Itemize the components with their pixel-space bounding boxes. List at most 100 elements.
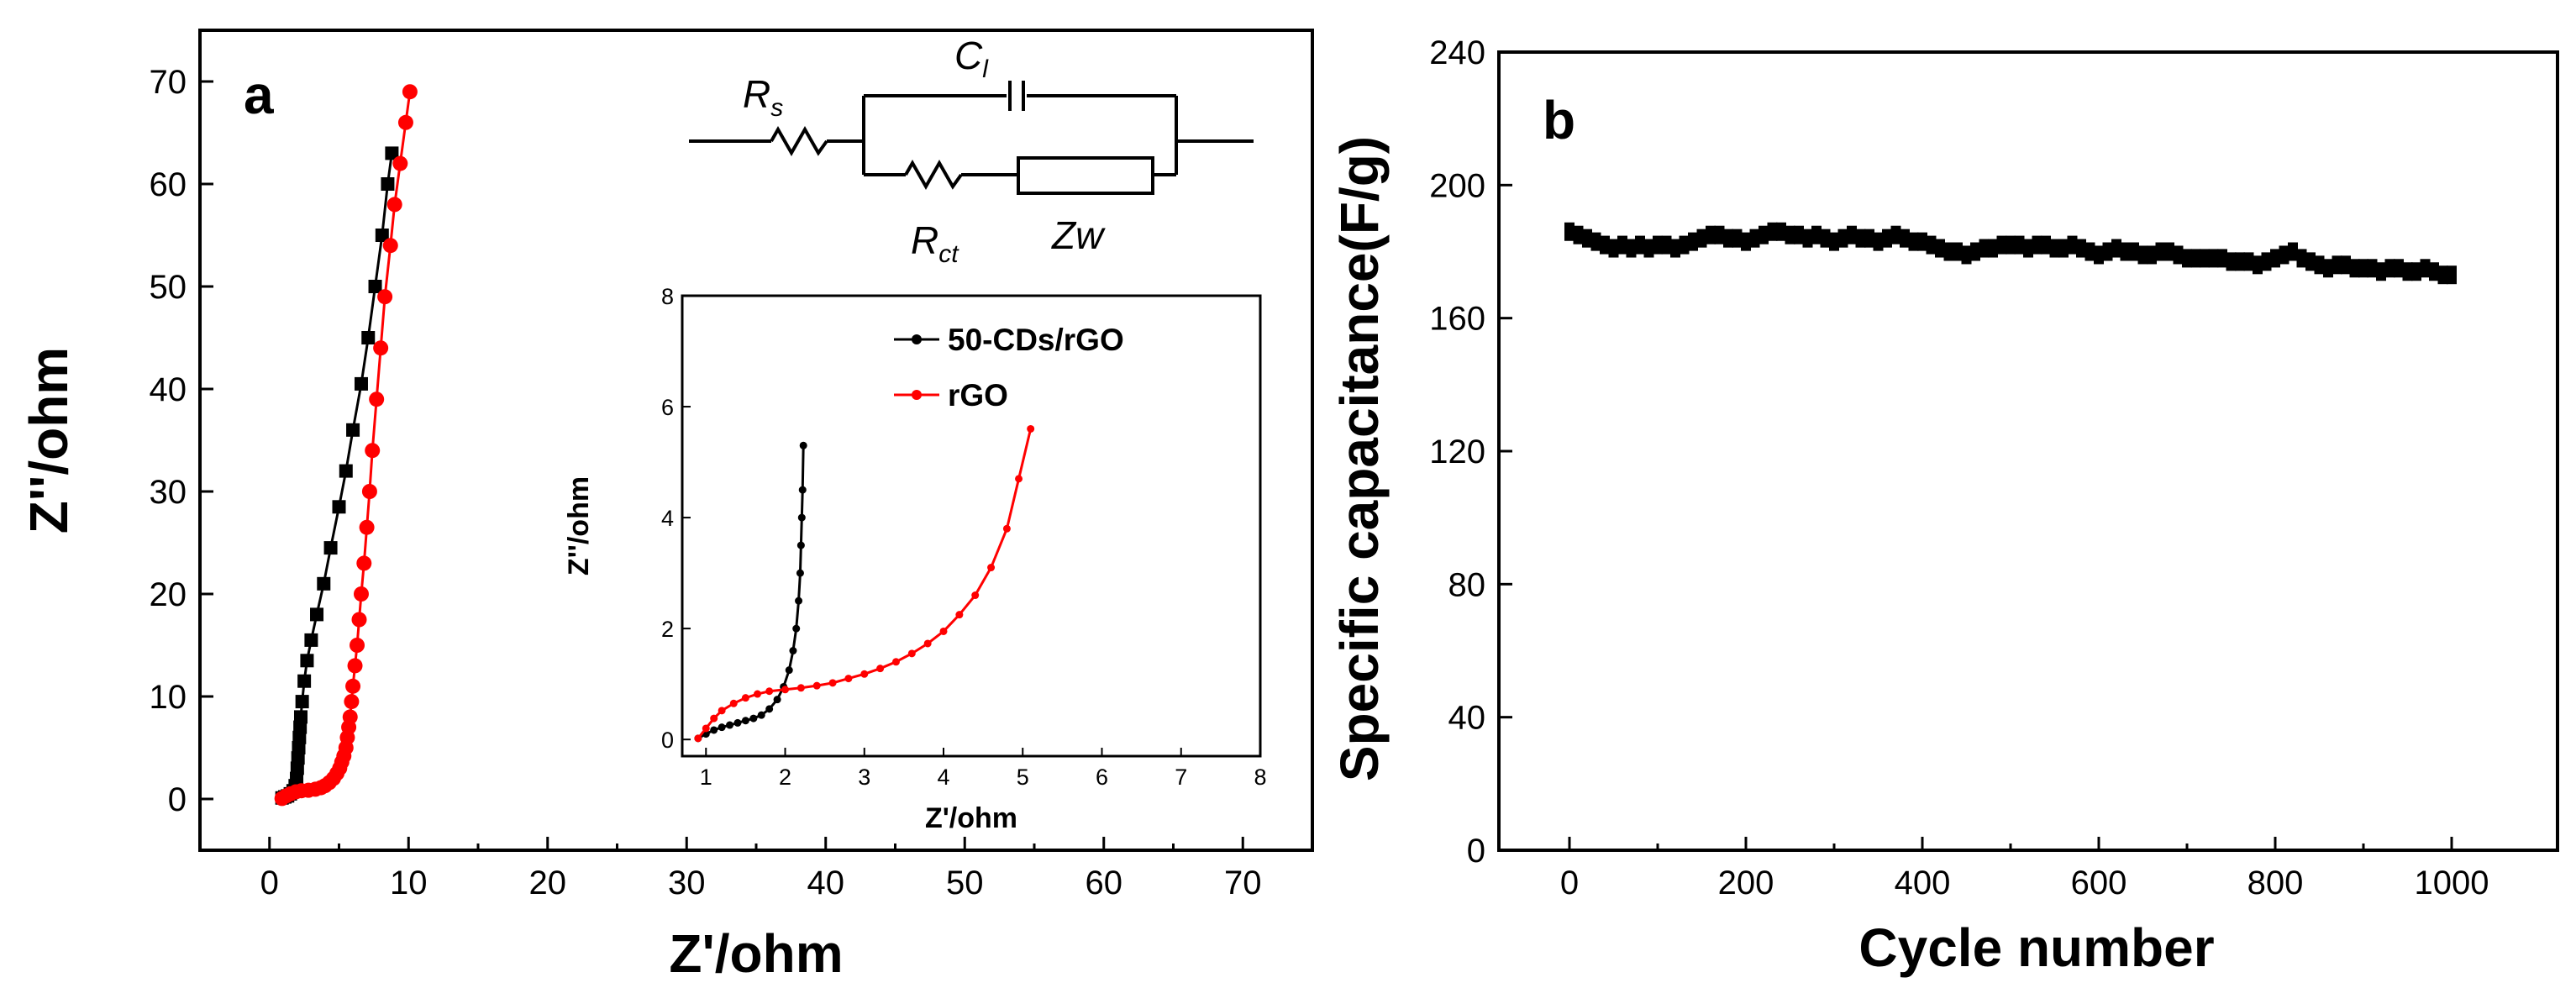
inset-point-rgo [828,679,837,687]
panel-b-point [2032,235,2042,255]
inset-point-rgo [1027,424,1035,433]
panel-b-x-tick-label: 1000 [2415,864,2489,901]
panel-a-point-50-cds-rgo [300,654,314,668]
inset-x-tick-label: 5 [1017,765,1029,790]
panel-a-point-rgo [347,658,363,674]
inset-point-rgo [812,681,821,690]
panel-b-point [1979,239,1990,258]
panel-a-y-tick-label: 70 [150,64,187,101]
panel-b-point [2243,252,2254,271]
panel-b-point [1829,232,1839,251]
panel-b-point [2182,249,2192,268]
panel-b-x-tick-label: 600 [2071,864,2127,901]
panel-b-point [1935,239,1945,258]
inset-point-rgo [710,714,718,723]
panel-a-point-rgo [377,289,393,305]
equivalent-circuit-diagram [689,81,1254,195]
inset-point-50-cds-rgo [726,721,734,729]
panel-b-point [2376,262,2386,281]
panel-b-point [1600,235,1610,255]
panel-a-point-rgo [392,155,408,171]
inset-point-50-cds-rgo [733,718,742,727]
panel-b-point [2411,262,2421,281]
inset-y-tick-label: 2 [661,617,674,642]
panel-b-point [2084,242,2095,261]
panel-a-y-axis-title: Z''/ohm [18,347,79,533]
panel-b-point [1759,225,1769,244]
inset-y-tick-label: 4 [661,506,674,531]
panel-b-point [2190,249,2201,268]
panel-b-point [2261,252,2272,271]
legend-marker-50-cds-rgo [912,334,922,344]
panel-a-series [274,84,418,807]
panel-b-point [2402,262,2413,281]
panel-b-x-tick-label: 200 [1718,864,1774,901]
inset-y-axis-title: Z''/ohm [563,476,595,575]
panel-a-point-rgo [386,197,402,213]
panel-b-point [2155,242,2166,261]
inset-point-50-cds-rgo [718,723,726,732]
panel-b-point [2420,259,2431,278]
panel-a-y-tick-label: 60 [150,166,187,203]
panel-a-point-rgo [397,114,413,130]
panel-a-point-50-cds-rgo [297,674,312,688]
panel-a-line-rgo [281,91,412,800]
inset-x-tick-label: 8 [1254,765,1266,790]
panel-a-x-tick-label: 10 [390,864,428,901]
inset-chart: 1 2 3 4 5 6 7 8 0 2 4 6 8 Z'/ohm Z''/ohm 50-CDs/rGO… [563,284,1267,834]
panel-a-point-rgo [402,84,418,100]
inset-x-axis-title: Z'/ohm [925,802,1017,834]
inset-y-tick-label: 0 [661,728,674,753]
inset-point-50-cds-rgo [757,711,765,719]
inset-point-50-cds-rgo [795,596,803,605]
panel-a-point-50-cds-rgo [304,633,318,647]
panel-a-y-tick-label: 20 [150,576,187,613]
inset-point-50-cds-rgo [765,705,774,713]
panel-b-point [1608,239,1619,258]
inset-point-rgo [781,686,790,694]
inset-point-50-cds-rgo [792,624,801,633]
panel-b-y-ticks: 0 40 80 120 160 200 240 [1429,34,1512,870]
inset-point-rgo [955,611,964,619]
panel-b-point [2332,255,2342,275]
panel-a-point-rgo [353,586,369,602]
inset-point-50-cds-rgo [741,717,749,725]
panel-b-point [1776,222,1786,241]
panel-b-point [1926,235,1937,255]
panel-b-point [1732,229,1743,248]
inset-point-rgo [939,627,948,635]
inset-point-rgo [741,694,749,702]
panel-b-point [2367,259,2378,278]
panel-b-series [1564,222,2457,285]
panel-a-point-rgo [359,519,375,535]
panel-b-point [1582,229,1592,248]
inset-x-tick-label: 6 [1096,765,1108,790]
circuit-label-cl: Cl [954,34,989,83]
panel-b-point [1996,235,2007,255]
panel-a-point-50-cds-rgo [332,500,346,514]
panel-b-point [1900,229,1910,248]
resistor-rct [904,159,963,191]
inset-point-50-cds-rgo [710,726,718,734]
panel-b-point [1837,229,1848,248]
panel-a-point-50-cds-rgo [292,741,306,754]
panel-a-y-tick-label: 10 [150,679,187,716]
inset-y-tick-label: 6 [661,395,674,420]
inset-point-rgo [860,670,869,678]
panel-b-point [1961,245,1972,265]
panel-a-x-tick-label: 50 [946,864,984,901]
panel-b-x-ticks: 0 200 400 600 800 1000 [1560,837,2489,901]
panel-b-point [1890,225,1901,244]
panel-b-plot-frame [1497,50,2559,852]
panel-b-point [1767,222,1778,241]
inset-x-tick-label: 7 [1175,765,1187,790]
panel-b-point [1696,229,1707,248]
panel-b-point [1626,239,1637,258]
inset-point-rgo [796,684,805,692]
panel-a-point-50-cds-rgo [317,576,331,591]
panel-a-y-tick-label: 50 [150,269,187,306]
panel-b-y-tick-label: 80 [1448,566,1486,603]
inset-y-tick-label: 8 [661,284,674,309]
panel-b-point [1953,242,1963,261]
